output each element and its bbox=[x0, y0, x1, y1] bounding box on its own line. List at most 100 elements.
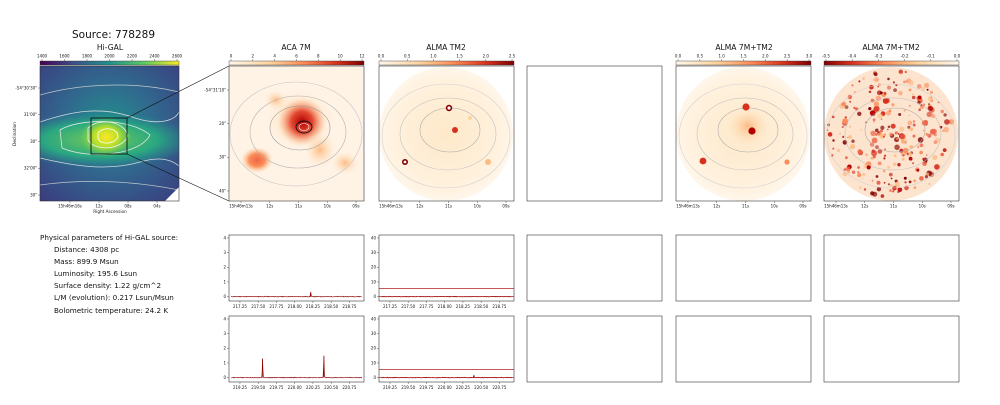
colorbar-tick-label: 1800 bbox=[82, 54, 93, 59]
higal-colorbar bbox=[39, 60, 180, 66]
residual-speckle bbox=[842, 118, 849, 124]
spectrum-frame bbox=[228, 315, 365, 383]
colorbar-tick-label: 1600 bbox=[59, 54, 70, 59]
ra-tick-label: 11s bbox=[295, 204, 302, 209]
spectrum-y-tick-label: 40 bbox=[371, 316, 377, 321]
residual-speckle bbox=[911, 95, 916, 100]
aca7m-colorbar-ticks: 0 2 4 6 8 10 12 bbox=[230, 54, 365, 61]
residual-speckle bbox=[873, 72, 878, 77]
colorbar-tick-label: 12 bbox=[359, 54, 365, 59]
aca7m-panel: ACA 7M 0 2 4 6 8 10 12 15h46m13s 12s 11s 10s 09s -… bbox=[204, 43, 365, 209]
residual-speckle bbox=[848, 135, 852, 139]
residual-speckle bbox=[898, 90, 903, 96]
spectrum-y-tick-label: 10 bbox=[371, 279, 377, 284]
residual-speckle bbox=[883, 135, 885, 138]
dec-tick-label: 30" bbox=[30, 192, 37, 197]
residual-speckle bbox=[908, 88, 912, 92]
residual-speckle bbox=[926, 88, 929, 91]
spectrum-y-tick-label: 0 bbox=[373, 294, 376, 299]
residual-speckle bbox=[917, 137, 924, 143]
param-bolometric-temperature: Bolometric temperature: 24.2 K bbox=[54, 305, 169, 315]
higal-xlabel: Right Ascension bbox=[93, 209, 127, 214]
residual-speckle bbox=[890, 123, 896, 129]
residual-speckle bbox=[863, 188, 867, 191]
dec-tick-label: 30" bbox=[219, 155, 226, 160]
residual-speckle bbox=[845, 166, 851, 172]
residual-speckle bbox=[893, 88, 897, 92]
higal-colorbar-ticks: 1400 1600 1800 2000 2200 2400 2600 bbox=[37, 54, 183, 61]
residual-speckle bbox=[844, 105, 849, 109]
empty-map-panel bbox=[526, 65, 663, 202]
dec-tick-label: 30" bbox=[30, 139, 37, 144]
alma7mtm2-colorbar-ticks: 0.0 0.5 1.0 1.5 2.0 2.5 3.0 bbox=[675, 54, 813, 61]
residual-speckle bbox=[903, 176, 907, 180]
residual-speckle bbox=[858, 186, 863, 190]
higal-ylabel: Declination bbox=[12, 122, 17, 146]
residual-speckle bbox=[903, 80, 906, 84]
colorbar-tick-label: 2600 bbox=[172, 54, 183, 59]
spectrum-frame bbox=[378, 315, 515, 383]
colorbar-tick-label: 0.0 bbox=[954, 54, 961, 59]
spectrum-x-tick-label: 217.25 bbox=[233, 304, 247, 309]
residual-speckle bbox=[924, 175, 929, 179]
residual-speckle bbox=[893, 154, 897, 158]
residual-speckle bbox=[875, 128, 879, 133]
spectrum-y-tick-label: 4 bbox=[223, 235, 226, 240]
ra-tick-label: 15h46m13s bbox=[676, 204, 700, 209]
residual-speckle bbox=[912, 120, 916, 123]
residual-speckle bbox=[919, 176, 924, 181]
almatm2-panel: ALMA TM2 0.0 0.5 1.0 1.5 2.0 2.5 15h46m13s 12s… bbox=[378, 43, 516, 209]
residual-speckle bbox=[870, 130, 876, 136]
spectrum-panel: 0 10 20 30 40 217.25 217.50 217.75 218.00 218.25 2… bbox=[371, 234, 515, 309]
residual-speckle bbox=[871, 137, 878, 144]
residual-speckle bbox=[876, 187, 882, 192]
spectrum-x-tick-label: 220.75 bbox=[342, 385, 356, 390]
spectrum-x-tick-label: 220.75 bbox=[492, 385, 506, 390]
spectrum-x-tick-label: 218.50 bbox=[474, 304, 488, 309]
colorbar-tick-label: 1.0 bbox=[718, 54, 725, 59]
residual-speckle bbox=[908, 156, 913, 161]
aca7m-dec-ticks: -54°31'10" 20" 30" 40" bbox=[204, 87, 229, 193]
residual-speckle bbox=[911, 93, 915, 96]
residual-speckle bbox=[871, 150, 878, 157]
residual-speckle bbox=[850, 144, 856, 150]
residual-speckle bbox=[899, 126, 905, 132]
figure-title: Source: 778289 bbox=[72, 29, 155, 41]
residual-speckle bbox=[868, 90, 872, 94]
residual-speckle bbox=[906, 151, 912, 157]
residual-speckle bbox=[880, 125, 885, 130]
residual-speckle bbox=[919, 150, 923, 155]
colorbar-tick-label: 0.0 bbox=[378, 54, 385, 59]
alma7mtm2-residual-panel: ALMA 7M+TM2 -0.5 -0.4 -0.3 -0.2 -0.1 0.0 15h4… bbox=[822, 43, 961, 209]
almatm2-colorbar-ticks: 0.0 0.5 1.0 1.5 2.0 2.5 bbox=[378, 54, 516, 61]
alma7mtm2-residual-colorbar-ticks: -0.5 -0.4 -0.3 -0.2 -0.1 0.0 bbox=[822, 54, 961, 61]
higal-map bbox=[40, 66, 179, 201]
colorbar-tick-label: 0.0 bbox=[675, 54, 682, 59]
colorbar-tick-label: -0.1 bbox=[927, 54, 935, 59]
residual-speckle bbox=[907, 120, 913, 126]
colorbar-tick-label: 3.0 bbox=[806, 54, 813, 59]
residual-speckle bbox=[857, 111, 862, 117]
residual-speckle bbox=[919, 143, 924, 148]
residual-speckle bbox=[905, 80, 908, 83]
residual-speckle bbox=[948, 119, 955, 125]
residual-speckle bbox=[873, 101, 880, 107]
residual-speckle bbox=[880, 118, 883, 121]
spectrum-y-tick-label: 1 bbox=[223, 279, 226, 284]
residual-speckle bbox=[912, 162, 915, 165]
residual-speckle bbox=[912, 134, 916, 138]
param-distance: Distance: 4308 pc bbox=[54, 245, 120, 255]
spectrum-y-tick-label: 30 bbox=[371, 250, 377, 255]
alma7mtm2-colorbar bbox=[675, 60, 812, 66]
residual-speckle bbox=[851, 139, 855, 143]
residual-speckle bbox=[832, 147, 835, 150]
colorbar-tick-label: 0 bbox=[230, 54, 233, 59]
higal-ra-ticks: 15h46m16s 12s 08s 04s bbox=[58, 201, 161, 209]
residual-speckle bbox=[857, 166, 860, 169]
ra-tick-label: 08s bbox=[124, 204, 131, 209]
residual-speckle bbox=[887, 128, 889, 131]
ra-tick-label: 10s bbox=[919, 204, 926, 209]
spectrum-y-tick-label: 20 bbox=[371, 346, 377, 351]
ra-tick-label: 12s bbox=[266, 204, 273, 209]
residual-speckle bbox=[869, 84, 874, 90]
